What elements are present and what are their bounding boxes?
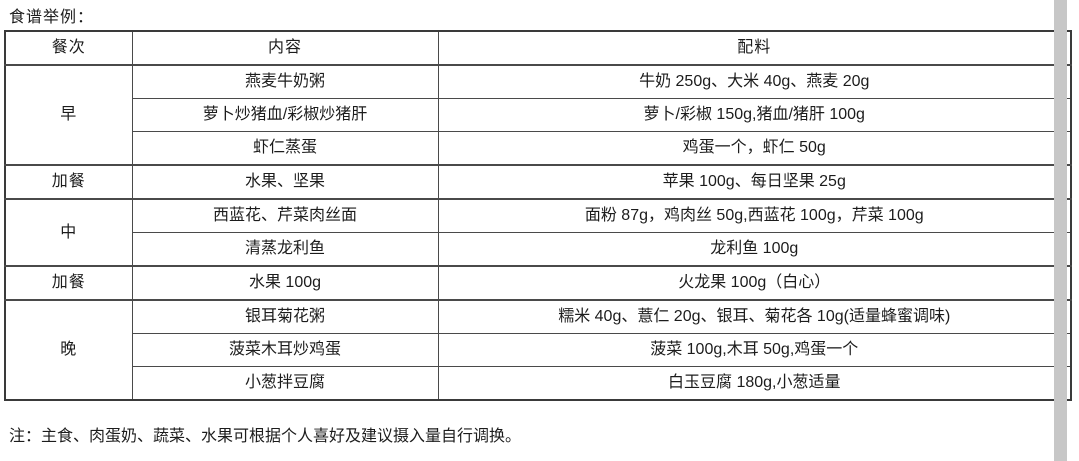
content-cell: 水果、坚果 <box>131 164 439 200</box>
column-header: 餐次 <box>4 30 133 66</box>
table-row: 萝卜炒猪血/彩椒炒猪肝 萝卜/彩椒 150g,猪血/猪肝 100g <box>5 98 1072 132</box>
header-row: 餐次 内容 配料 <box>4 30 1072 66</box>
ingredients-cell: 牛奶 250g、大米 40g、燕麦 20g <box>437 64 1072 99</box>
ingredients-cell: 火龙果 100g（白心） <box>437 265 1072 301</box>
footnote: 注：主食、肉蛋奶、蔬菜、水果可根据个人喜好及建议摄入量自行调换。 <box>9 428 522 445</box>
column-header: 配料 <box>437 30 1072 66</box>
scrollbar-thumb[interactable] <box>1054 0 1067 461</box>
table-row: 加餐 水果、坚果 苹果 100g、每日坚果 25g <box>4 164 1072 200</box>
table-row: 菠菜木耳炒鸡蛋 菠菜 100g,木耳 50g,鸡蛋一个 <box>5 333 1072 367</box>
diet-table: 餐次 内容 配料 早燕麦牛奶粥 牛奶 250g、大米 40g、燕麦 20g 萝卜炒猪血/… <box>4 30 1072 401</box>
page-title: 食谱举例： <box>9 9 95 26</box>
table-row: 虾仁蒸蛋 鸡蛋一个，虾仁 50g <box>5 131 1072 166</box>
ingredients-cell: 菠菜 100g,木耳 50g,鸡蛋一个 <box>437 333 1072 367</box>
content-cell: 水果 100g <box>131 265 439 301</box>
content-cell: 银耳菊花粥 <box>131 299 439 334</box>
meal-cell: 早 <box>4 64 133 166</box>
content-cell: 西蓝花、芹菜肉丝面 <box>131 198 439 233</box>
content-cell: 小葱拌豆腐 <box>131 366 439 401</box>
table-row: 晚银耳菊花粥 糯米 40g、薏仁 20g、银耳、菊花各 10g(适量蜂蜜调味) <box>4 299 1072 401</box>
column-header: 内容 <box>131 30 439 66</box>
ingredients-cell: 糯米 40g、薏仁 20g、银耳、菊花各 10g(适量蜂蜜调味) <box>437 299 1072 334</box>
table-row: 中西蓝花、芹菜肉丝面 面粉 87g，鸡肉丝 50g,西蓝花 100g，芹菜 100… <box>4 198 1072 267</box>
ingredients-cell: 苹果 100g、每日坚果 25g <box>437 164 1072 200</box>
content-cell: 菠菜木耳炒鸡蛋 <box>131 333 439 367</box>
table-header: 餐次 内容 配料 <box>4 30 1072 66</box>
table-body: 早燕麦牛奶粥 牛奶 250g、大米 40g、燕麦 20g 萝卜炒猪血/彩椒炒猪肝 萝卜… <box>4 64 1072 401</box>
content-cell: 清蒸龙利鱼 <box>131 232 439 267</box>
meal-cell: 加餐 <box>4 265 133 301</box>
ingredients-cell: 龙利鱼 100g <box>437 232 1072 267</box>
meal-cell: 加餐 <box>4 164 133 200</box>
meal-cell: 晚 <box>4 299 133 401</box>
table-row: 小葱拌豆腐 白玉豆腐 180g,小葱适量 <box>5 366 1072 401</box>
table-row: 早燕麦牛奶粥 牛奶 250g、大米 40g、燕麦 20g <box>4 64 1072 166</box>
ingredients-cell: 萝卜/彩椒 150g,猪血/猪肝 100g <box>437 98 1072 132</box>
table-row: 清蒸龙利鱼 龙利鱼 100g <box>5 232 1072 267</box>
content-cell: 燕麦牛奶粥 <box>131 64 439 99</box>
content-cell: 虾仁蒸蛋 <box>131 131 439 166</box>
ingredients-cell: 鸡蛋一个，虾仁 50g <box>437 131 1072 166</box>
ingredients-cell: 白玉豆腐 180g,小葱适量 <box>437 366 1072 401</box>
table-row: 加餐 水果 100g 火龙果 100g（白心） <box>4 265 1072 301</box>
meal-cell: 中 <box>4 198 133 267</box>
ingredients-cell: 面粉 87g，鸡肉丝 50g,西蓝花 100g，芹菜 100g <box>437 198 1072 233</box>
content-cell: 萝卜炒猪血/彩椒炒猪肝 <box>131 98 439 132</box>
